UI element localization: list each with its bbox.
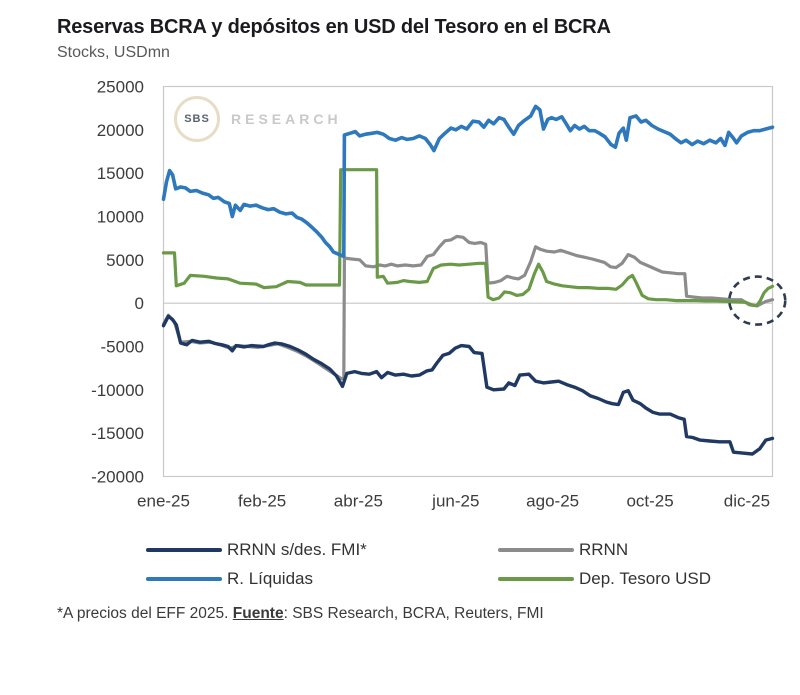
legend-item-rrnn-sdes-fmi: RRNN s/des. FMI* <box>146 540 498 560</box>
svg-text:-15000: -15000 <box>91 424 144 443</box>
footnote-text: *A precios del EFF 2025. <box>57 605 233 622</box>
source-note: *A precios del EFF 2025. Fuente: SBS Res… <box>57 605 800 623</box>
svg-text:0: 0 <box>135 294 144 313</box>
source-list: : SBS Research, BCRA, Reuters, FMI <box>283 605 544 622</box>
legend-swatch-gray <box>498 548 574 552</box>
page-title: Reservas BCRA y depósitos en USD del Tes… <box>57 16 611 38</box>
svg-text:abr-25: abr-25 <box>334 492 383 511</box>
source-label: Fuente <box>232 605 284 622</box>
svg-text:dic-25: dic-25 <box>724 492 770 511</box>
svg-text:jun-25: jun-25 <box>431 492 479 511</box>
legend-item-rrnn: RRNN <box>498 540 800 560</box>
chart-subtitle: Stocks, USDmn <box>57 44 170 61</box>
svg-text:-20000: -20000 <box>91 468 144 487</box>
svg-text:-5000: -5000 <box>101 338 144 357</box>
svg-text:feb-25: feb-25 <box>238 492 286 511</box>
svg-text:10000: 10000 <box>97 208 144 227</box>
svg-text:15000: 15000 <box>97 164 144 183</box>
svg-text:20000: 20000 <box>97 121 144 140</box>
legend-swatch-navy <box>146 548 222 552</box>
svg-text:5000: 5000 <box>106 251 144 270</box>
legend-swatch-blue <box>146 577 222 581</box>
svg-text:ene-25: ene-25 <box>137 492 190 511</box>
legend-label: RRNN s/des. FMI* <box>227 540 367 559</box>
legend-label: Dep. Tesoro USD <box>579 569 711 588</box>
legend-item-r-liquidas: R. Líquidas <box>146 569 498 589</box>
svg-text:oct-25: oct-25 <box>626 492 673 511</box>
svg-text:-10000: -10000 <box>91 381 144 400</box>
svg-text:ago-25: ago-25 <box>526 492 579 511</box>
chart-panel: Reservas BCRA y depósitos en USD del Tes… <box>0 16 800 695</box>
legend-label: RRNN <box>579 540 629 559</box>
line-chart: 25000 20000 15000 10000 5000 0 -5000 -10000 -150… <box>91 78 787 511</box>
chart-legend: RRNN s/des. FMI* RRNN R. Líquidas Dep. T… <box>0 540 800 589</box>
legend-swatch-green <box>498 577 574 581</box>
chart-area: 25000 20000 15000 10000 5000 0 -5000 -10000 -150… <box>0 66 800 536</box>
legend-label: R. Líquidas <box>227 569 313 588</box>
svg-text:25000: 25000 <box>97 78 144 97</box>
legend-item-dep-tesoro-usd: Dep. Tesoro USD <box>498 569 800 589</box>
